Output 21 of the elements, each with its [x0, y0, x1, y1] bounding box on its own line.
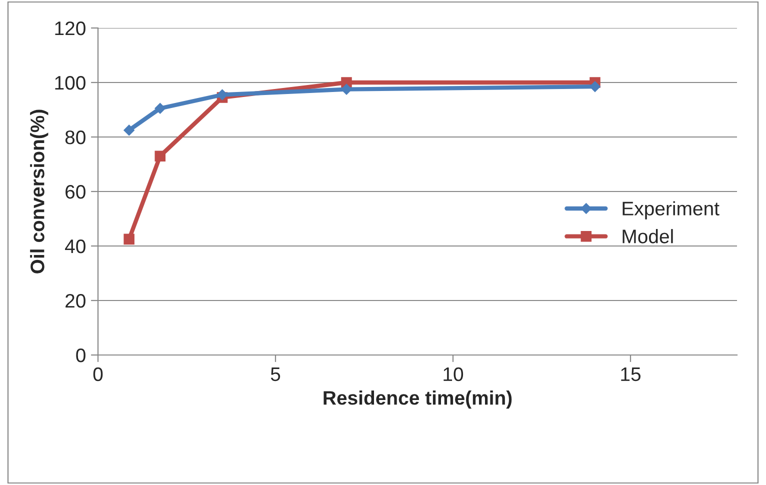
point [124, 124, 134, 136]
y-tick-label: 120 [55, 21, 86, 36]
y-tick-label: 60 [66, 184, 86, 199]
y-tick-label: 80 [65, 130, 86, 144]
point [124, 234, 134, 245]
y-tick-label: 100 [55, 76, 86, 90]
point [341, 84, 352, 95]
y-axis-title: Oil conversion(%) [30, 110, 48, 274]
x-tick-label: 0 [93, 367, 103, 382]
point [154, 150, 166, 162]
x-tick-label: 15 [621, 368, 640, 382]
y-tick-label: 0 [76, 348, 86, 362]
legend-label: Model [622, 229, 673, 244]
legend-label: Experiment [622, 201, 720, 220]
point [154, 102, 166, 114]
x-axis-title: Residence time(min) [324, 390, 512, 409]
point [590, 81, 600, 92]
y-tick-label: 20 [66, 294, 86, 308]
x-tick-label: 5 [270, 368, 280, 382]
y-tick-label: 40 [65, 239, 86, 254]
x-tick-label: 10 [444, 367, 464, 382]
